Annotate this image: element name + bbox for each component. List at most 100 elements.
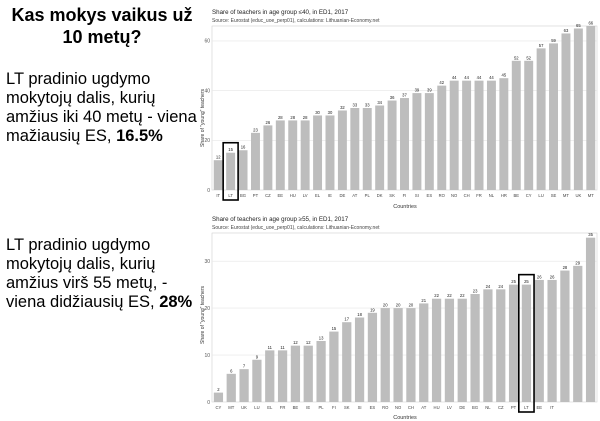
chart-title: Share of teachers in age group ≤40, in E…: [212, 9, 349, 16]
bar-value-label: 26: [266, 120, 271, 125]
x-tick-label: PL: [319, 405, 325, 410]
y-tick-label: 0: [207, 188, 210, 194]
bar-value-label: 28: [303, 115, 308, 120]
x-tick-label: RO: [439, 193, 446, 198]
bar: [437, 85, 447, 190]
highlight-box: [517, 273, 535, 413]
bar-value-label: 45: [502, 73, 507, 78]
x-tick-label: CY: [216, 405, 222, 410]
y-tick-label: 20: [204, 306, 210, 312]
bar-value-label: 22: [460, 293, 465, 298]
x-tick-label: IE: [306, 405, 310, 410]
bar-value-label: 20: [396, 303, 401, 308]
y-tick-label: 20: [204, 138, 210, 144]
bar-value-label: 15: [332, 326, 337, 331]
x-tick-label: FI: [403, 193, 407, 198]
x-tick-label: LU: [254, 405, 259, 410]
bar: [303, 345, 313, 402]
bar-value-label: 30: [315, 110, 320, 115]
bar: [213, 392, 224, 402]
bar: [342, 322, 352, 402]
x-tick-label: PT: [253, 193, 259, 198]
bar: [316, 340, 326, 402]
bar-value-label: 33: [352, 103, 357, 108]
bar: [288, 120, 298, 190]
bar: [483, 289, 493, 402]
bar: [387, 100, 397, 190]
bar-value-label: 25: [511, 279, 516, 284]
bar-value-label: 34: [377, 100, 382, 105]
bar-value-label: 11: [268, 345, 273, 350]
x-tick-label: ES: [427, 193, 433, 198]
bar-value-label: 12: [293, 340, 298, 345]
bar-value-label: 36: [390, 95, 395, 100]
bar: [474, 80, 484, 190]
bar-value-label: 6: [230, 368, 233, 373]
x-tick-label: LV: [303, 193, 308, 198]
x-tick-label: NO: [451, 193, 458, 198]
x-tick-label: CH: [408, 405, 414, 410]
bar: [549, 43, 559, 191]
bar: [400, 98, 409, 190]
bar: [238, 150, 248, 190]
bar: [275, 120, 285, 190]
x-tick-label: EE: [278, 193, 284, 198]
y-tick-label: 60: [204, 39, 210, 45]
bar-value-label: 7: [243, 364, 246, 369]
bar-value-label: 26: [550, 274, 555, 279]
x-axis-label: Countries: [393, 204, 417, 210]
x-tick-label: CH: [464, 193, 470, 198]
bar-value-label: 52: [514, 55, 519, 60]
bar-value-label: 33: [365, 103, 370, 108]
bar-value-label: 57: [539, 43, 544, 48]
x-tick-label: SK: [389, 193, 395, 198]
bar-value-label: 59: [551, 38, 556, 43]
bar: [337, 110, 347, 190]
chart-subtitle: Source: Eurostat (educ_uoe_perp01), calc…: [212, 18, 380, 24]
x-tick-label: RO: [382, 405, 389, 410]
bar: [252, 359, 262, 402]
bar: [508, 284, 519, 402]
bar-value-label: 23: [473, 289, 478, 294]
x-tick-label: IE: [328, 193, 332, 198]
y-tick-label: 40: [204, 88, 210, 94]
highlight-box: [222, 141, 239, 201]
bar: [521, 284, 532, 402]
bar-value-label: 25: [524, 279, 529, 284]
bar-value-label: 28: [563, 265, 568, 270]
bar: [462, 80, 472, 190]
bar: [573, 265, 583, 402]
bar-value-label: 15: [228, 147, 233, 152]
bar: [354, 317, 365, 402]
x-tick-label: NO: [395, 405, 402, 410]
bar: [375, 105, 385, 190]
x-tick-label: AT: [421, 405, 426, 410]
x-tick-label: IT: [216, 193, 220, 198]
bar-value-label: 65: [576, 23, 581, 28]
bar-value-label: 20: [409, 303, 414, 308]
x-tick-label: HU: [290, 193, 296, 198]
bar: [470, 294, 480, 402]
bar: [226, 152, 236, 190]
bar: [367, 312, 378, 402]
x-tick-label: NL: [485, 405, 491, 410]
bar-value-label: 39: [427, 88, 432, 93]
plot-area: 0 10 20 30 2 CY 6 MT 7 UK 9 LU 11 EL 11 FR 12 BE 12 IE 13 PL 1…: [204, 232, 598, 413]
x-tick-label: AT: [352, 193, 357, 198]
bar-value-label: 29: [575, 260, 580, 265]
x-tick-label: MT: [228, 405, 234, 410]
bar: [406, 308, 416, 402]
bar-value-label: 21: [421, 298, 426, 303]
x-tick-label: LT: [524, 405, 529, 410]
x-tick-label: SI: [415, 193, 419, 198]
bar-value-label: 13: [319, 335, 324, 340]
bar-value-label: 11: [280, 345, 285, 350]
young-teachers-statement: LT pradinio ugdymo mokytojų dalis, kurių…: [6, 70, 206, 146]
bar: [325, 115, 335, 190]
bar: [265, 350, 275, 402]
bar-value-label: 63: [564, 28, 569, 33]
bar-value-label: 37: [402, 93, 407, 98]
bar: [213, 160, 223, 190]
bar: [290, 345, 301, 402]
bar: [226, 373, 236, 402]
